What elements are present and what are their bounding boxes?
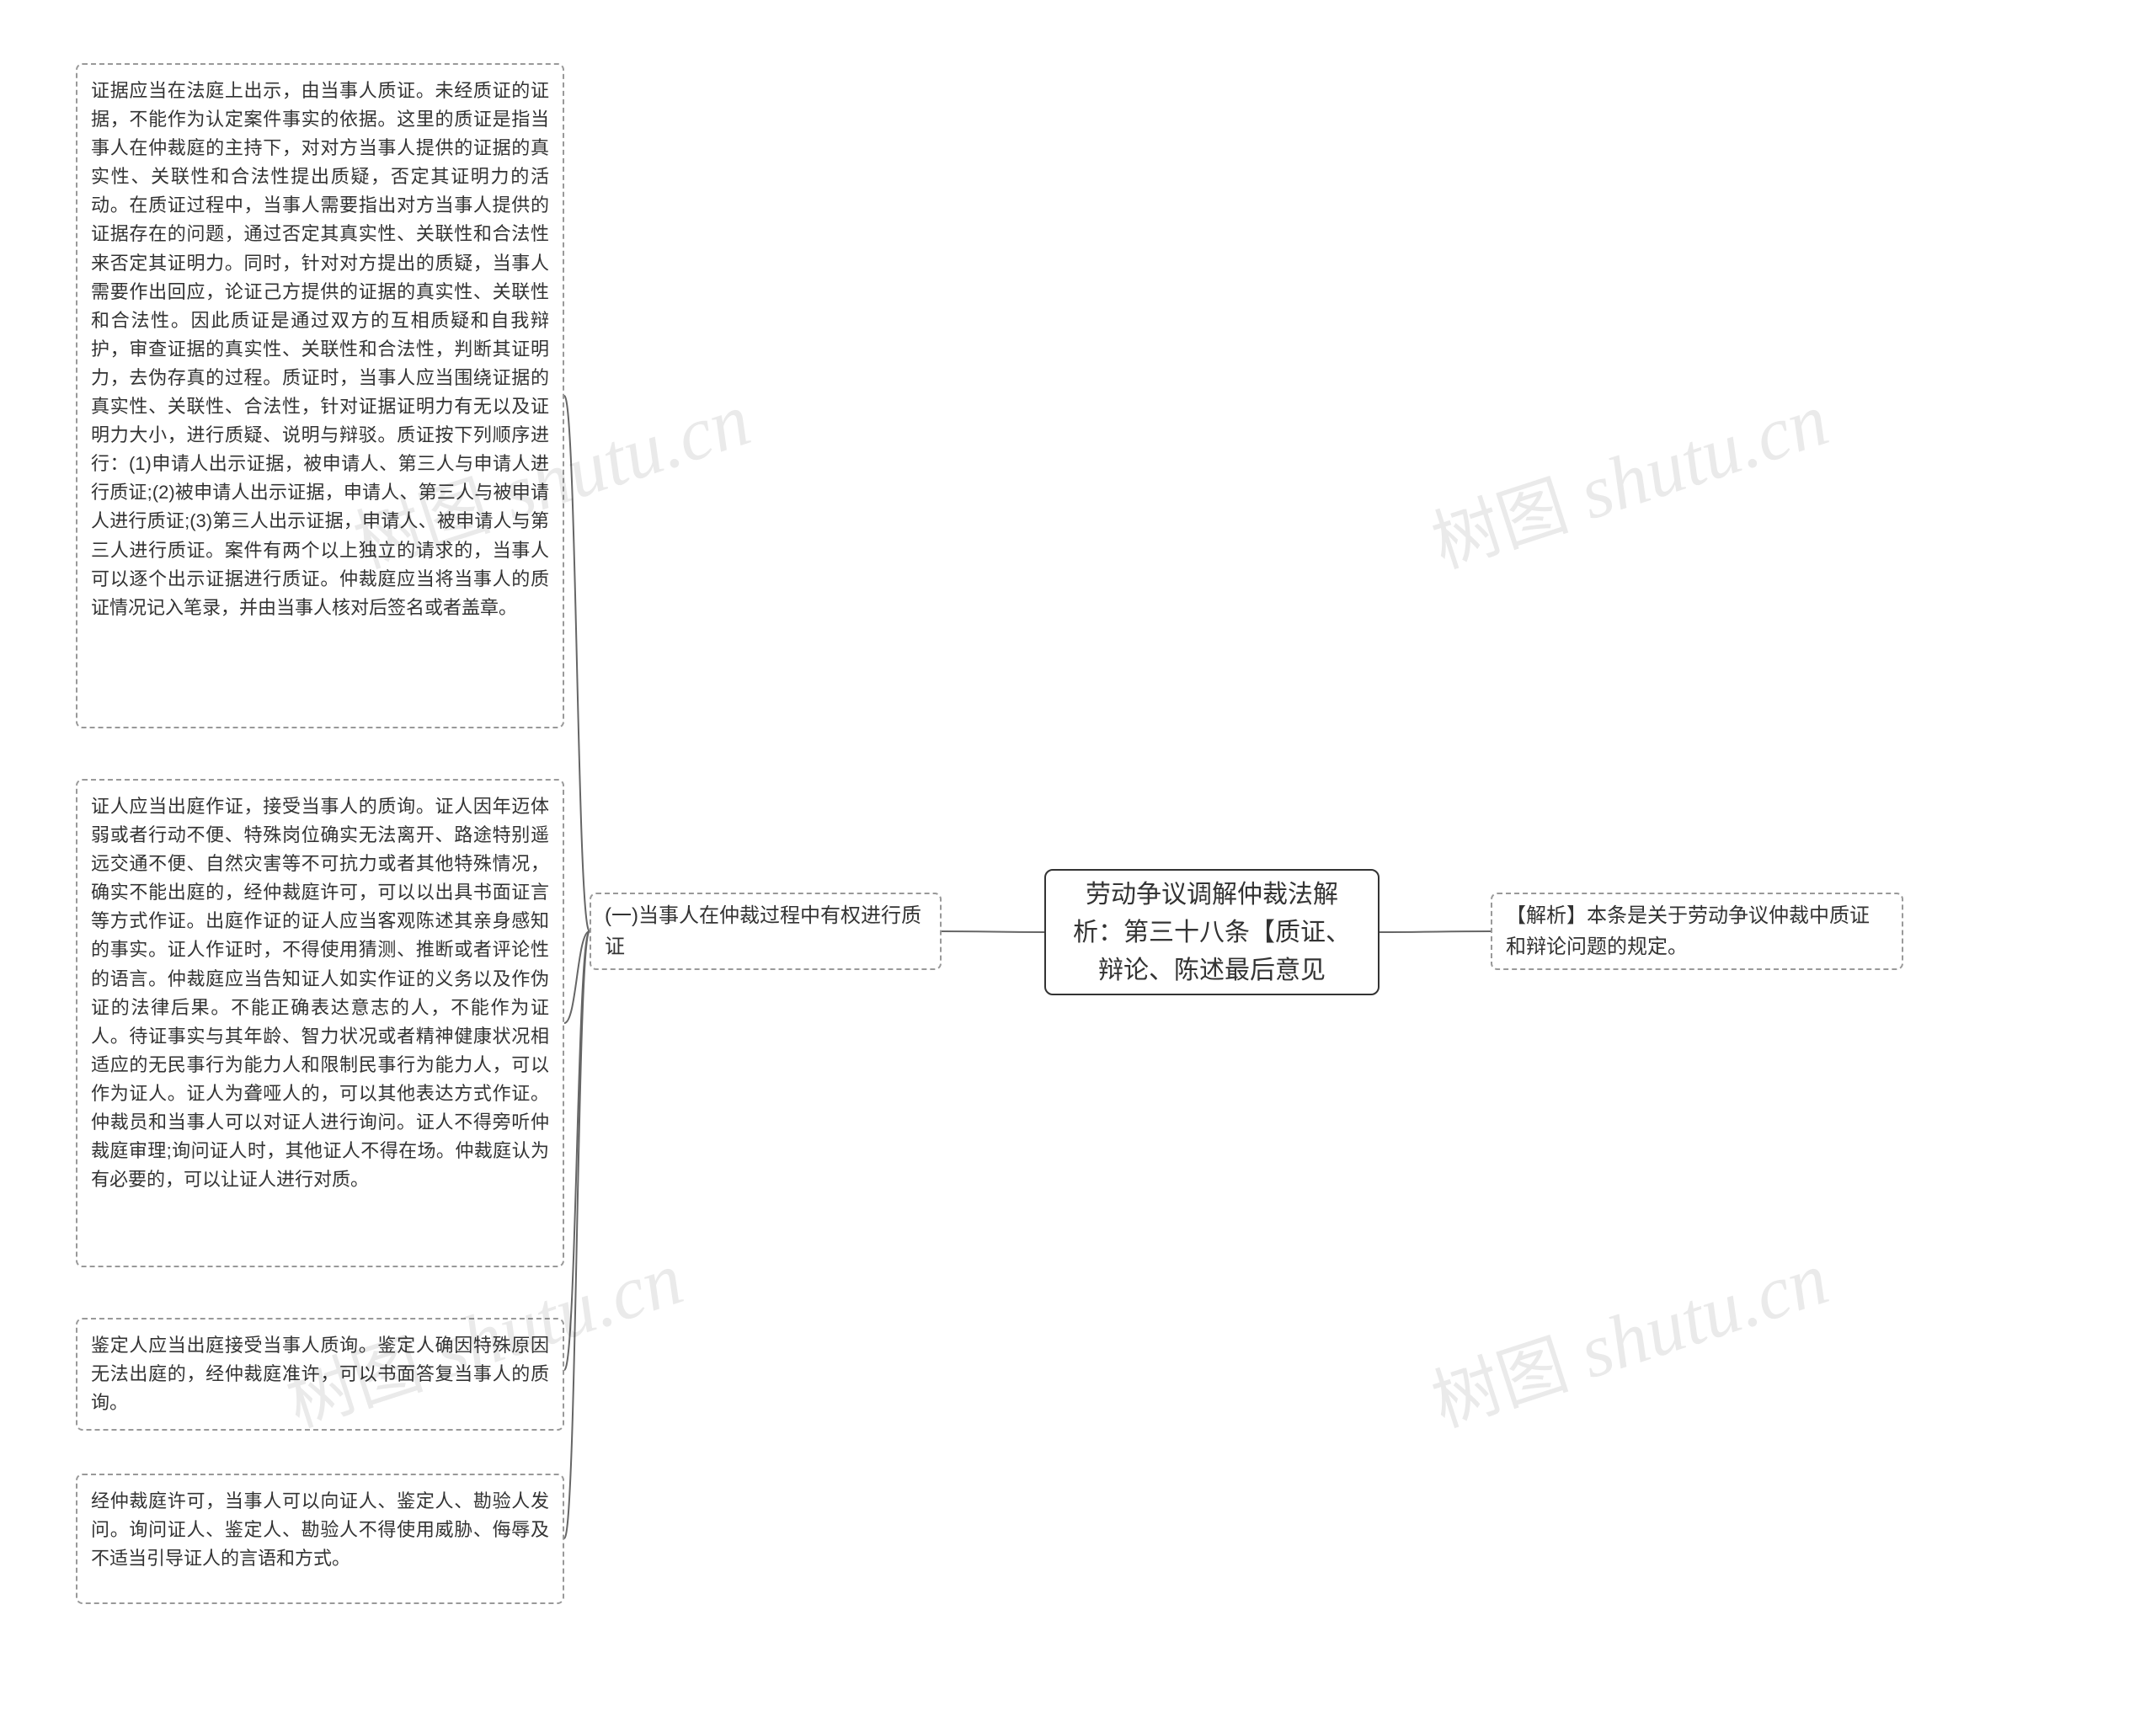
leaf-node-1[interactable]: 证人应当出庭作证，接受当事人的质询。证人因年迈体弱或者行动不便、特殊岗位确实无法… xyxy=(76,779,564,1267)
watermark-1: 树图 shutu.cn xyxy=(1418,366,1838,587)
right-child-node[interactable]: 【解析】本条是关于劳动争议仲裁中质证和辩论问题的规定。 xyxy=(1491,893,1903,970)
watermark-3: 树图 shutu.cn xyxy=(1418,1225,1838,1446)
leaf-node-2[interactable]: 鉴定人应当出庭接受当事人质询。鉴定人确因特殊原因无法出庭的，经仲裁庭准许，可以书… xyxy=(76,1318,564,1431)
left-child-node[interactable]: (一)当事人在仲裁过程中有权进行质证 xyxy=(590,893,942,970)
connector xyxy=(564,396,590,931)
leaf-text-3: 经仲裁庭许可，当事人可以向证人、鉴定人、勘验人发问。询问证人、鉴定人、勘验人不得… xyxy=(91,1490,549,1569)
connector xyxy=(564,931,590,1023)
connector xyxy=(1380,931,1491,932)
root-node[interactable]: 劳动争议调解仲裁法解析：第三十八条【质证、辩论、陈述最后意见 xyxy=(1044,869,1380,995)
right-child-text: 【解析】本条是关于劳动争议仲裁中质证和辩论问题的规定。 xyxy=(1506,900,1888,962)
connector xyxy=(942,931,1044,932)
leaf-text-1: 证人应当出庭作证，接受当事人的质询。证人因年迈体弱或者行动不便、特殊岗位确实无法… xyxy=(91,796,549,1190)
leaf-node-3[interactable]: 经仲裁庭许可，当事人可以向证人、鉴定人、勘验人发问。询问证人、鉴定人、勘验人不得… xyxy=(76,1474,564,1604)
leaf-node-0[interactable]: 证据应当在法庭上出示，由当事人质证。未经质证的证据，不能作为认定案件事实的依据。… xyxy=(76,63,564,728)
left-child-text: (一)当事人在仲裁过程中有权进行质证 xyxy=(605,900,926,962)
leaf-text-0: 证据应当在法庭上出示，由当事人质证。未经质证的证据，不能作为认定案件事实的依据。… xyxy=(91,80,549,618)
leaf-text-2: 鉴定人应当出庭接受当事人质询。鉴定人确因特殊原因无法出庭的，经仲裁庭准许，可以书… xyxy=(91,1335,549,1413)
connector xyxy=(564,931,590,1370)
connector xyxy=(564,931,590,1538)
root-node-text: 劳动争议调解仲裁法解析：第三十八条【质证、辩论、陈述最后意见 xyxy=(1063,876,1361,989)
